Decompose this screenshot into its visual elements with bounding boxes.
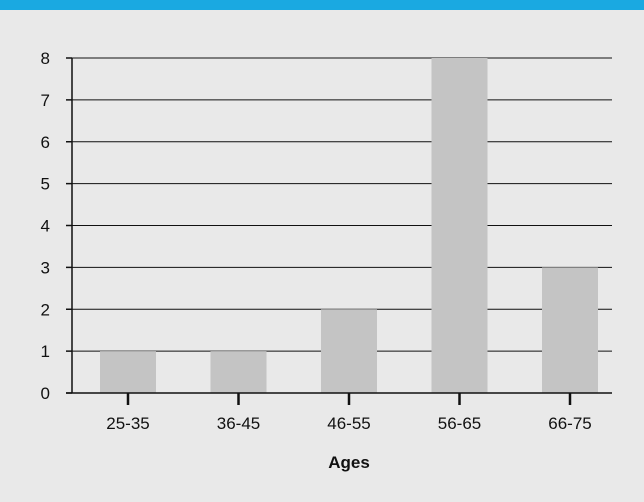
y-tick-label: 6 <box>41 133 50 152</box>
axes <box>66 57 612 405</box>
x-tick-label: 66-75 <box>548 414 591 433</box>
x-tick-label: 46-55 <box>327 414 370 433</box>
x-tick-label: 25-35 <box>106 414 149 433</box>
y-tick-label: 7 <box>41 91 50 110</box>
y-tick-label: 0 <box>41 384 50 403</box>
grid-lines <box>72 57 612 352</box>
bar-66-75 <box>542 267 598 393</box>
y-tick-label: 1 <box>41 342 50 361</box>
x-tick-label: 56-65 <box>438 414 481 433</box>
x-tick-label: 36-45 <box>217 414 260 433</box>
bar-46-55 <box>321 309 377 393</box>
y-tick-label: 2 <box>41 300 50 319</box>
bars <box>100 58 598 393</box>
y-tick-label: 8 <box>41 49 50 68</box>
bar-36-45 <box>210 351 267 393</box>
bar-25-35 <box>100 351 156 393</box>
y-tick-label: 5 <box>41 175 50 194</box>
x-axis-title: Ages <box>328 453 370 472</box>
bar-56-65 <box>431 58 488 393</box>
y-tick-label: 3 <box>41 258 50 277</box>
x-tick-labels: 25-35 36-45 46-55 56-65 66-75 <box>106 414 591 433</box>
accent-top-bar <box>0 0 644 10</box>
y-tick-label: 4 <box>41 217 50 236</box>
y-tick-labels: 0 1 2 3 4 5 6 7 8 <box>41 49 50 403</box>
